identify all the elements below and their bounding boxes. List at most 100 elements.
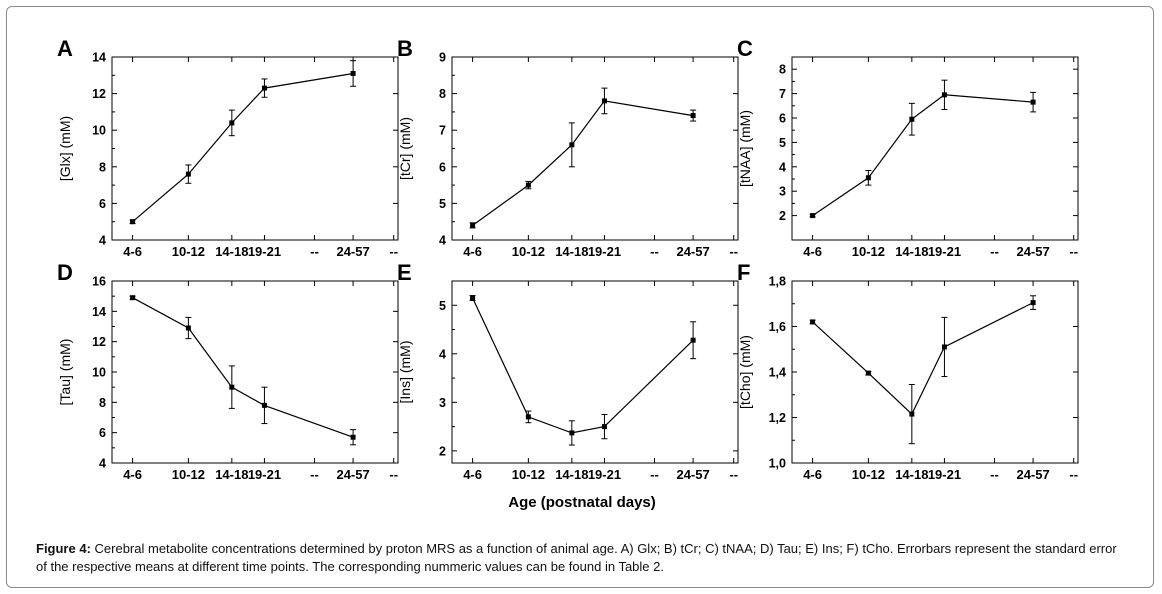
x-axis-label: Age (postnatal days) <box>508 494 656 511</box>
y-tick-label-d: 14 <box>92 305 106 319</box>
data-point-a <box>185 171 191 177</box>
panel-label-a: A <box>57 36 73 61</box>
data-point-b <box>690 113 696 119</box>
x-tick-label-b: -- <box>650 244 659 259</box>
data-point-d <box>261 402 267 408</box>
data-point-d <box>229 384 235 390</box>
x-tick-label-c: 24-57 <box>1016 244 1049 259</box>
x-tick-label-f: 10-12 <box>852 467 885 482</box>
y-tick-label-d: 8 <box>99 396 106 410</box>
figure-caption: Figure 4: Cerebral metabolite concentrat… <box>36 540 1126 576</box>
y-axis-label-f: [tCho] (mM) <box>737 335 753 409</box>
data-point-b <box>601 98 607 104</box>
series-line-d <box>132 297 354 438</box>
y-tick-label-d: 6 <box>99 426 106 440</box>
x-tick-label-a: 14-18 <box>215 244 248 259</box>
x-tick-label-a: 10-12 <box>172 244 205 259</box>
x-tick-label-b: 4-6 <box>463 244 482 259</box>
y-tick-label-c: 7 <box>779 87 786 101</box>
y-tick-label-c: 8 <box>779 63 786 77</box>
x-tick-label-e: 4-6 <box>463 467 482 482</box>
x-tick-label-f: 14-18 <box>895 467 928 482</box>
y-tick-label-b: 5 <box>439 197 446 211</box>
y-axis-label-a: [Glx] (mM) <box>57 116 73 181</box>
y-axis-label-d: [Tau] (mM) <box>57 339 73 406</box>
y-tick-label-e: 4 <box>439 347 446 361</box>
x-tick-label-c: 4-6 <box>803 244 822 259</box>
y-tick-label-c: 4 <box>779 160 786 174</box>
x-tick-label-c: 19-21 <box>928 244 961 259</box>
x-tick-label-a: -- <box>310 244 319 259</box>
figure-frame <box>6 6 1154 588</box>
y-tick-label-a: 14 <box>92 51 106 65</box>
y-tick-label-f: 1,2 <box>769 411 786 425</box>
x-tick-label-d: -- <box>389 467 398 482</box>
data-point-a <box>130 219 136 225</box>
x-tick-label-a: 19-21 <box>248 244 281 259</box>
y-tick-label-f: 1,6 <box>769 320 786 334</box>
y-axis-label-b: [tCr] (mM) <box>397 117 413 180</box>
caption-text: Cerebral metabolite concentrations deter… <box>36 541 1117 574</box>
data-point-f <box>1030 300 1036 306</box>
y-tick-label-d: 4 <box>99 457 106 471</box>
x-tick-label-f: 4-6 <box>803 467 822 482</box>
data-point-b <box>525 182 531 188</box>
y-tick-label-f: 1,4 <box>769 366 786 380</box>
x-tick-label-f: -- <box>1069 467 1078 482</box>
data-point-d <box>130 295 136 301</box>
panel-label-e: E <box>397 260 412 285</box>
panel-label-d: D <box>57 260 73 285</box>
series-line-b <box>472 100 694 226</box>
data-point-e <box>690 337 696 343</box>
data-point-d <box>350 434 356 440</box>
x-tick-label-e: -- <box>729 467 738 482</box>
data-point-a <box>350 70 356 76</box>
y-tick-label-d: 12 <box>92 335 106 349</box>
panel-label-f: F <box>737 260 750 285</box>
data-point-e <box>470 295 476 301</box>
y-tick-label-b: 8 <box>439 87 446 101</box>
data-point-e <box>525 414 531 420</box>
x-tick-label-a: -- <box>389 244 398 259</box>
caption-label: Figure 4: <box>36 541 91 556</box>
y-tick-label-e: 2 <box>439 444 446 458</box>
y-tick-label-c: 5 <box>779 136 786 150</box>
y-tick-label-d: 16 <box>92 275 106 289</box>
x-tick-label-e: 10-12 <box>512 467 545 482</box>
data-point-e <box>601 424 607 430</box>
x-tick-label-c: 14-18 <box>895 244 928 259</box>
x-tick-label-d: 14-18 <box>215 467 248 482</box>
x-tick-label-d: -- <box>310 467 319 482</box>
x-tick-label-d: 24-57 <box>336 467 369 482</box>
x-tick-label-d: 10-12 <box>172 467 205 482</box>
x-tick-label-b: -- <box>729 244 738 259</box>
x-tick-label-f: 19-21 <box>928 467 961 482</box>
y-tick-label-e: 5 <box>439 299 446 313</box>
series-line-a <box>132 72 354 223</box>
x-tick-label-b: 10-12 <box>512 244 545 259</box>
y-axis-label-c: [tNAA] (mM) <box>737 110 753 187</box>
data-point-c <box>909 116 915 122</box>
x-tick-label-e: -- <box>650 467 659 482</box>
x-tick-label-e: 24-57 <box>676 467 709 482</box>
data-point-f <box>909 411 915 417</box>
y-tick-label-f: 1,8 <box>769 275 786 289</box>
y-tick-label-b: 4 <box>439 234 446 248</box>
y-tick-label-c: 2 <box>779 209 786 223</box>
data-point-c <box>941 92 947 98</box>
y-tick-label-a: 6 <box>99 197 106 211</box>
data-point-b <box>569 142 575 148</box>
y-tick-label-a: 4 <box>99 234 106 248</box>
x-tick-label-c: -- <box>990 244 999 259</box>
data-point-c <box>865 175 871 181</box>
x-tick-label-d: 4-6 <box>123 467 142 482</box>
x-tick-label-a: 4-6 <box>123 244 142 259</box>
series-line-c <box>812 94 1034 217</box>
y-tick-label-c: 3 <box>779 185 786 199</box>
data-point-d <box>185 325 191 331</box>
x-tick-label-a: 24-57 <box>336 244 369 259</box>
data-point-c <box>810 213 816 219</box>
y-tick-label-b: 7 <box>439 124 446 138</box>
x-tick-label-f: -- <box>990 467 999 482</box>
data-point-a <box>261 85 267 91</box>
